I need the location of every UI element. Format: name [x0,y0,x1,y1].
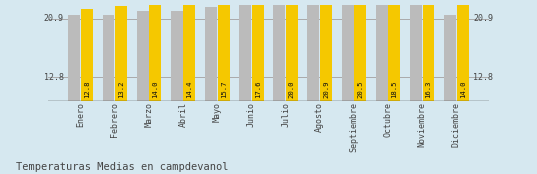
Text: 14.0: 14.0 [460,81,466,98]
Bar [81,9,93,101]
Text: 16.3: 16.3 [425,81,432,98]
Text: 12.8: 12.8 [43,73,63,82]
Bar [184,0,195,101]
Text: Mayo: Mayo [213,102,222,122]
Bar [217,0,229,101]
Bar [456,0,469,101]
Text: Noviembre: Noviembre [418,102,427,147]
Bar [239,4,251,101]
Bar [115,6,127,101]
Bar [205,7,217,101]
Text: Diciembre: Diciembre [452,102,461,147]
Text: 12.8: 12.8 [84,81,90,98]
Text: Agosto: Agosto [315,102,324,132]
Text: 14.4: 14.4 [186,81,192,98]
Text: 20.5: 20.5 [357,81,363,98]
Bar [171,11,183,101]
Text: Temperaturas Medias en campdevanol: Temperaturas Medias en campdevanol [16,162,229,172]
Text: 20.9: 20.9 [43,14,63,23]
Text: 14.0: 14.0 [153,81,158,98]
Bar [308,0,320,101]
Bar [444,15,456,101]
Text: Junio: Junio [247,102,256,127]
Text: 20.9: 20.9 [474,14,494,23]
Text: 13.2: 13.2 [118,81,124,98]
Text: Abril: Abril [179,102,187,127]
Text: Octubre: Octubre [383,102,393,137]
Text: 20.9: 20.9 [323,81,329,98]
Bar [320,0,332,101]
Text: Febrero: Febrero [110,102,119,137]
Bar [388,0,401,101]
Text: 20.0: 20.0 [289,81,295,98]
Bar [342,0,353,101]
Bar [423,0,434,101]
Bar [149,0,161,101]
Text: Marzo: Marzo [144,102,154,127]
Text: 17.6: 17.6 [255,81,261,98]
Bar [410,4,422,101]
Bar [136,11,149,101]
Text: 12.8: 12.8 [474,73,494,82]
Text: Julio: Julio [281,102,290,127]
Bar [286,0,298,101]
Text: Septiembre: Septiembre [350,102,358,152]
Text: Enero: Enero [76,102,85,127]
Bar [376,0,388,101]
Bar [252,0,264,101]
Bar [103,15,114,101]
Bar [354,0,366,101]
Text: 18.5: 18.5 [391,81,397,98]
Bar [273,0,285,101]
Bar [68,15,81,101]
Text: 15.7: 15.7 [221,81,227,98]
